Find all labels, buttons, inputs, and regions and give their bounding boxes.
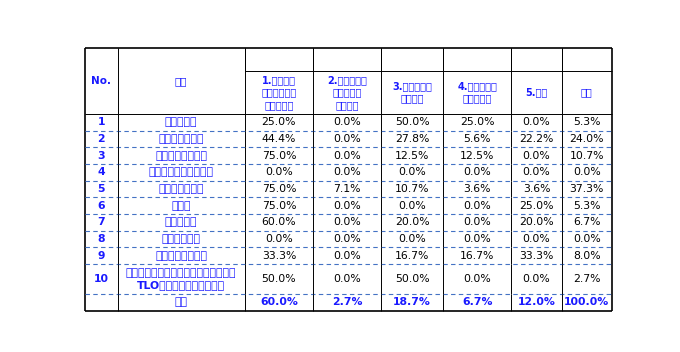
Text: 1: 1 (97, 118, 105, 127)
Text: 建設業: 建設業 (171, 201, 191, 210)
Text: 3.どちらとも
いえない: 3.どちらとも いえない (392, 81, 432, 103)
Text: 0.0%: 0.0% (265, 167, 293, 177)
Text: 12.0%: 12.0% (517, 297, 556, 307)
Text: 2.7%: 2.7% (573, 274, 600, 284)
Text: 0.0%: 0.0% (463, 167, 491, 177)
Text: 4: 4 (97, 167, 105, 177)
Text: 機械製造業: 機械製造業 (165, 118, 197, 127)
Text: 50.0%: 50.0% (262, 274, 296, 284)
Text: 0.0%: 0.0% (333, 201, 361, 210)
Text: 0.0%: 0.0% (398, 167, 426, 177)
Text: 電気機械製造業: 電気機械製造業 (158, 134, 204, 144)
Text: 0.0%: 0.0% (333, 251, 361, 260)
Text: 3.6%: 3.6% (523, 184, 550, 194)
Text: 100.0%: 100.0% (564, 297, 609, 307)
Text: 0.0%: 0.0% (333, 118, 361, 127)
Text: 0.0%: 0.0% (398, 234, 426, 244)
Text: 44.4%: 44.4% (262, 134, 296, 144)
Text: 0.0%: 0.0% (463, 201, 491, 210)
Text: 75.0%: 75.0% (262, 201, 296, 210)
Text: 16.7%: 16.7% (395, 251, 429, 260)
Text: 12.5%: 12.5% (460, 151, 494, 161)
Text: 22.2%: 22.2% (520, 134, 554, 144)
Text: 0.0%: 0.0% (333, 167, 361, 177)
Text: 25.0%: 25.0% (460, 118, 494, 127)
Text: 33.3%: 33.3% (262, 251, 296, 260)
Text: 1.重要では
ない・取り組
んでいない: 1.重要では ない・取り組 んでいない (261, 75, 296, 110)
Text: 60.0%: 60.0% (262, 217, 296, 227)
Text: 5.6%: 5.6% (464, 134, 491, 144)
Text: 10: 10 (94, 274, 109, 284)
Text: 情報通信業: 情報通信業 (165, 217, 197, 227)
Text: 24.0%: 24.0% (570, 134, 604, 144)
Text: 2.7%: 2.7% (332, 297, 362, 307)
Text: 0.0%: 0.0% (573, 167, 600, 177)
Text: 0.0%: 0.0% (333, 234, 361, 244)
Text: 0.0%: 0.0% (265, 234, 293, 244)
Text: 50.0%: 50.0% (395, 118, 430, 127)
Text: 3.6%: 3.6% (464, 184, 491, 194)
Text: 4.どちらかと
いえば重要: 4.どちらかと いえば重要 (458, 81, 497, 103)
Text: その他の非製造業: その他の非製造業 (155, 251, 207, 260)
Text: 2: 2 (97, 134, 105, 144)
Text: 卸売・小売等: 卸売・小売等 (162, 234, 201, 244)
Text: 8: 8 (97, 234, 105, 244)
Text: 5: 5 (97, 184, 105, 194)
Text: 25.0%: 25.0% (262, 118, 296, 127)
Text: 3: 3 (97, 151, 105, 161)
Text: 0.0%: 0.0% (463, 217, 491, 227)
Text: 7: 7 (97, 217, 105, 227)
Text: 0.0%: 0.0% (523, 118, 550, 127)
Text: 5.3%: 5.3% (573, 201, 600, 210)
Text: 0.0%: 0.0% (523, 167, 550, 177)
Text: 16.7%: 16.7% (460, 251, 494, 260)
Text: 20.0%: 20.0% (395, 217, 430, 227)
Text: 合計: 合計 (175, 297, 188, 307)
Text: 分類: 分類 (175, 76, 188, 86)
Text: 6.7%: 6.7% (573, 217, 600, 227)
Text: 0.0%: 0.0% (333, 274, 361, 284)
Text: 10.7%: 10.7% (395, 184, 429, 194)
Text: 60.0%: 60.0% (260, 297, 298, 307)
Text: 0.0%: 0.0% (333, 217, 361, 227)
Text: 2.どちらかと
いえば重要
ではない: 2.どちらかと いえば重要 ではない (327, 75, 367, 110)
Text: 輸送用機械製造業: 輸送用機械製造業 (155, 151, 207, 161)
Text: 0.0%: 0.0% (463, 234, 491, 244)
Text: 37.3%: 37.3% (570, 184, 604, 194)
Text: 10.7%: 10.7% (570, 151, 604, 161)
Text: 18.7%: 18.7% (393, 297, 431, 307)
Text: 27.8%: 27.8% (395, 134, 429, 144)
Text: 5.3%: 5.3% (573, 118, 600, 127)
Text: 75.0%: 75.0% (262, 151, 296, 161)
Text: 33.3%: 33.3% (520, 251, 554, 260)
Text: 7.1%: 7.1% (333, 184, 361, 194)
Text: 大学・研究開発独立行政法人・教育・
TLO・公的研究機関・公務: 大学・研究開発独立行政法人・教育・ TLO・公的研究機関・公務 (126, 268, 237, 290)
Text: 50.0%: 50.0% (395, 274, 430, 284)
Text: 0.0%: 0.0% (523, 151, 550, 161)
Text: 0.0%: 0.0% (333, 151, 361, 161)
Text: 0.0%: 0.0% (398, 201, 426, 210)
Text: 25.0%: 25.0% (520, 201, 554, 210)
Text: 5.重要: 5.重要 (526, 87, 547, 98)
Text: 0.0%: 0.0% (523, 274, 550, 284)
Text: 0.0%: 0.0% (523, 234, 550, 244)
Text: 0.0%: 0.0% (333, 134, 361, 144)
Text: 6: 6 (97, 201, 105, 210)
Text: 0.0%: 0.0% (573, 234, 600, 244)
Text: 20.0%: 20.0% (520, 217, 554, 227)
Text: 業務用機械器具製造業: 業務用機械器具製造業 (149, 167, 214, 177)
Text: 12.5%: 12.5% (395, 151, 429, 161)
Text: 6.7%: 6.7% (462, 297, 492, 307)
Text: 合計: 合計 (581, 87, 593, 98)
Text: 8.0%: 8.0% (573, 251, 600, 260)
Text: 75.0%: 75.0% (262, 184, 296, 194)
Text: No.: No. (91, 76, 112, 86)
Text: 0.0%: 0.0% (463, 274, 491, 284)
Text: 9: 9 (97, 251, 105, 260)
Text: その他の製造業: その他の製造業 (158, 184, 204, 194)
